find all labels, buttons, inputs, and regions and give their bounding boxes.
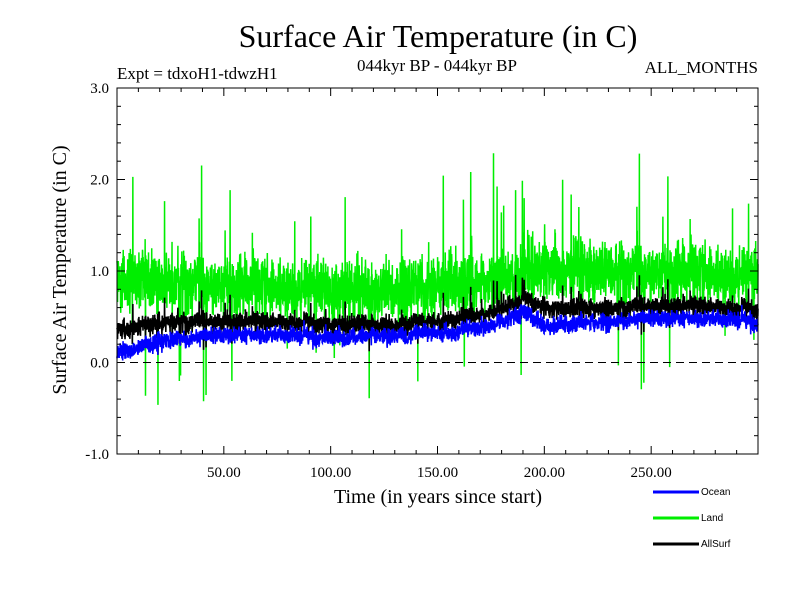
x-tick-label: 200.00 [524, 465, 565, 481]
chart-subtitle-center: 044kyr BP - 044kyr BP [357, 56, 517, 75]
x-tick-label: 150.00 [417, 465, 458, 481]
legend-label-allsurf: AllSurf [701, 539, 731, 550]
y-axis-label: Surface Air Temperature (in C) [49, 145, 71, 394]
chart-title: Surface Air Temperature (in C) [239, 18, 638, 54]
x-tick-label: 50.00 [207, 465, 241, 481]
series-layer [116, 153, 759, 405]
y-tick-label: 1.0 [90, 264, 109, 280]
series-line-land [116, 153, 759, 405]
y-tick-label: -1.0 [85, 447, 109, 463]
x-tick-label: 250.00 [631, 465, 672, 481]
x-axis-label: Time (in years since start) [334, 486, 542, 508]
y-tick-label: 0.0 [90, 356, 109, 372]
ticks-layer: 50.00 100.00 150.00 200.00 250.00 -1.0 0.0 1.0 2… [85, 81, 758, 481]
y-tick-label: 3.0 [90, 81, 109, 97]
legend-label-ocean: Ocean [701, 487, 730, 498]
legend-label-land: Land [701, 513, 723, 524]
plot-area: 50.00 100.00 150.00 200.00 250.00 -1.0 0.0 1.0 2… [85, 81, 759, 481]
chart-subtitle-left: Expt = tdxoH1-tdwzH1 [117, 64, 278, 83]
y-tick-label: 2.0 [90, 173, 109, 189]
legend: Ocean Land AllSurf [653, 487, 731, 550]
series-line-ocean [116, 304, 759, 361]
x-tick-label: 100.00 [310, 465, 351, 481]
chart-subtitle-right: ALL_MONTHS [645, 58, 758, 77]
